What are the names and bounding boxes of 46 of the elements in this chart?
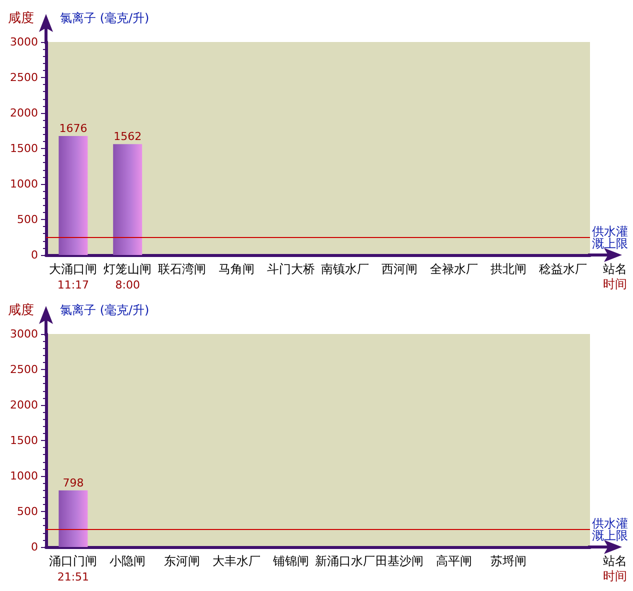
x-axis-title: 站名: [603, 554, 627, 568]
y-tick-label: 500: [17, 213, 38, 226]
y-tick-label: 2000: [10, 106, 38, 120]
x-tick-label: 高平闸: [436, 554, 472, 568]
x-tick-label: 铺锦闸: [272, 554, 309, 568]
y-axis-title: 咸度: [8, 302, 34, 318]
x-tick-label: 斗门大桥: [266, 262, 315, 276]
text: 时间: [603, 569, 627, 583]
x-tick-label: 苏埒闸: [490, 554, 526, 568]
ref-line-label: 供水灌溉上限: [592, 224, 628, 250]
y-tick-label: 1000: [10, 178, 38, 190]
y-axis-title: 咸度: [8, 10, 34, 26]
x-tick-label: 联石湾闸: [158, 262, 206, 276]
text: 氯离子 (毫克/升): [60, 11, 150, 25]
x-tick-label: 全禄水厂: [430, 262, 478, 276]
y-tick-label: 2000: [10, 398, 38, 412]
y-tick-label: 0: [31, 540, 38, 554]
x-axis-title: 站名: [603, 262, 627, 276]
x-tick-label: 马角闸: [218, 262, 254, 276]
x-tick-label: 新涌口水厂: [315, 554, 376, 568]
ref-line-label: 供水灌溉上限: [592, 516, 628, 542]
x-tick-label: 灯笼山闸 8:00: [104, 262, 152, 292]
x-tick-label: 拱北闸: [490, 262, 526, 276]
y-tick-label: 2500: [10, 363, 38, 376]
x-tick-label: 南镇水厂: [321, 262, 370, 276]
y-tick-label: 500: [17, 505, 38, 518]
x-tick-label: 稔益水厂: [538, 262, 587, 276]
data-label: 798: [62, 476, 84, 490]
y-tick-label: 0: [31, 248, 38, 262]
y-tick-label: 1500: [10, 142, 38, 155]
y-tick-label: 1500: [10, 434, 38, 447]
x-tick-label: 小隐闸: [110, 554, 146, 568]
x-tick-label: 大丰水厂: [212, 554, 260, 568]
x-tick-label: 涌口门闸 21:51: [49, 554, 98, 584]
y-tick-label: 2500: [10, 71, 38, 84]
x-tick-label: 大涌口闸 11:17: [49, 262, 98, 292]
data-label: 1676: [59, 122, 88, 136]
y-tick-label: 3000: [10, 36, 38, 48]
x-tick-label: 东河闸: [164, 554, 200, 568]
text: 氯离子 (毫克/升): [60, 303, 150, 317]
y-tick-label: 1000: [10, 470, 38, 482]
y-tick-label: 3000: [10, 328, 38, 340]
x-tick-label: 西河闸: [382, 262, 418, 276]
text: 时间: [603, 277, 627, 291]
x-tick-label: 田基沙闸: [376, 554, 424, 568]
data-label: 1562: [114, 130, 142, 144]
